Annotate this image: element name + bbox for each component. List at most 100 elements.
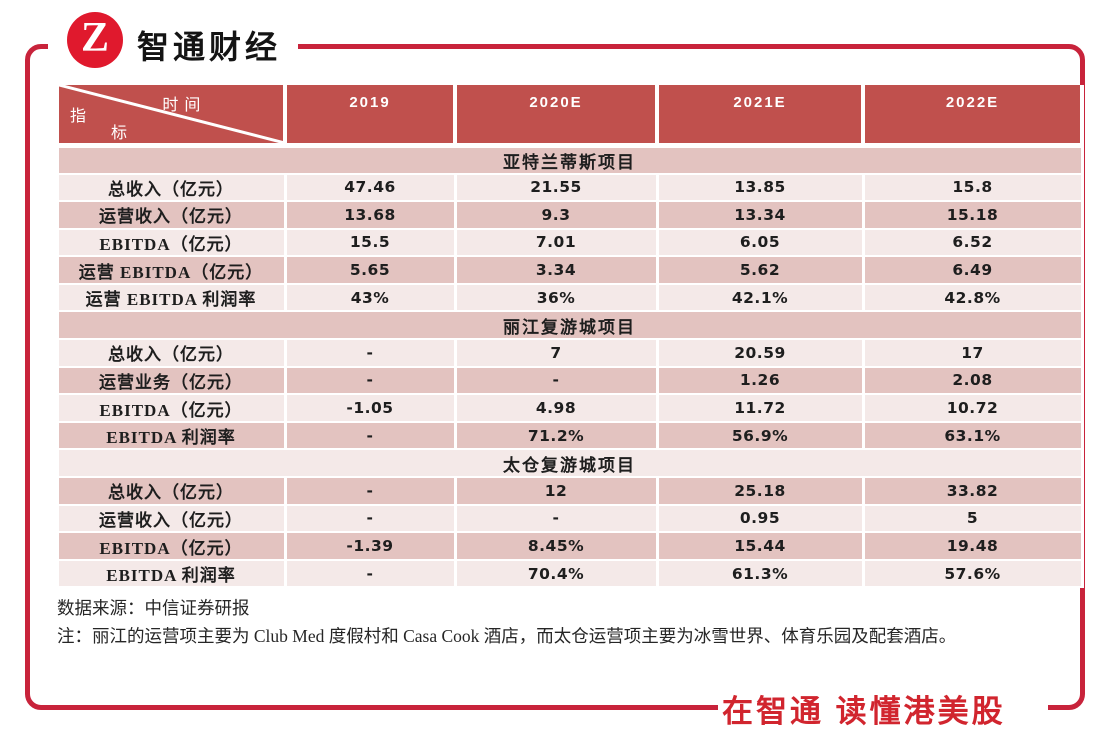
value-cell: - [283,365,457,396]
section-title-row: 丽江复游城项目 [55,310,1084,341]
brand-wordmark: 智通财经 [137,29,282,65]
value-cell: 7 [453,338,659,368]
table-row: EBITDA（亿元） -1.39 8.45% 15.44 19.48 [55,531,1084,561]
value-cell: 3.34 [453,255,659,285]
value-cell: - [283,558,457,589]
financial-table-wrap: 时间 指 标 2019 2020E 2021E 2022E 亚特兰蒂斯项目 总收入… [55,85,1084,589]
table-row: 总收入（亿元） -7 20.59 17 [55,338,1084,368]
value-cell: 1.26 [655,365,865,396]
section-title: 太仓复游城项目 [55,448,1084,479]
value-cell: 25.18 [655,476,865,506]
value-cell: 21.55 [453,172,659,203]
value-cell: 5 [861,503,1084,534]
value-cell: 0.95 [655,503,865,534]
indicator-label: 运营 EBITDA（亿元） [55,255,287,285]
value-cell: - [453,503,659,534]
indicator-label: 总收入（亿元） [55,476,287,506]
brand-tagline: 在智通 读懂港美股 [722,694,1006,729]
value-cell: 71.2% [453,420,659,451]
zhitong-logo-icon: Z [67,12,123,68]
indicator-label: EBITDA（亿元） [55,393,287,423]
financial-table: 时间 指 标 2019 2020E 2021E 2022E 亚特兰蒂斯项目 总收入… [55,85,1084,589]
corner-header-cell: 时间 指 标 [55,85,287,148]
value-cell: 61.3% [655,558,865,589]
value-cell: 70.4% [453,558,659,589]
column-header-2019: 2019 [283,85,457,148]
value-cell: 19.48 [861,531,1084,561]
value-cell: 43% [283,282,457,313]
indicator-label: EBITDA 利润率 [55,420,287,451]
value-cell: 15.8 [861,172,1084,203]
value-cell: 6.49 [861,255,1084,285]
logo-z-glyph: Z [80,15,109,61]
value-cell: 47.46 [283,172,457,203]
value-cell: 12 [453,476,659,506]
financial-table-body: 亚特兰蒂斯项目 总收入（亿元） 47.46 21.55 13.85 15.8 运营收入（亿元… [55,144,1084,589]
value-cell: 15.44 [655,531,865,561]
section-title: 丽江复游城项目 [55,310,1084,341]
section-title-row: 太仓复游城项目 [55,448,1084,479]
table-row: 运营收入（亿元） - -0.95 5 [55,503,1084,534]
corner-label-time: 时间 [162,97,207,114]
value-cell: 36% [453,282,659,313]
section-title-row: 亚特兰蒂斯项目 [55,144,1084,175]
value-cell: 6.52 [861,227,1084,258]
table-row: EBITDA 利润率 -70.4% 61.3% 57.6% [55,558,1084,589]
value-cell: 15.5 [283,227,457,258]
table-row: 运营 EBITDA 利润率 43% 36% 42.1% 42.8% [55,282,1084,313]
value-cell: 5.62 [655,255,865,285]
value-cell: 17 [861,338,1084,368]
indicator-label: 运营收入（亿元） [55,503,287,534]
value-cell: 11.72 [655,393,865,423]
value-cell: 56.9% [655,420,865,451]
value-cell: - [283,338,457,368]
value-cell: 5.65 [283,255,457,285]
value-cell: 4.98 [453,393,659,423]
value-cell: 2.08 [861,365,1084,396]
column-header-2021e: 2021E [655,85,865,148]
indicator-label: 运营收入（亿元） [55,200,287,230]
table-row: EBITDA 利润率 -71.2% 56.9% 63.1% [55,420,1084,451]
data-source-line: 数据来源：中信证券研报 [57,598,250,618]
indicator-label: 总收入（亿元） [55,172,287,203]
column-header-2022e: 2022E [861,85,1084,148]
value-cell: 33.82 [861,476,1084,506]
indicator-label: EBITDA（亿元） [55,531,287,561]
value-cell: 8.45% [453,531,659,561]
value-cell: 42.8% [861,282,1084,313]
indicator-label: EBITDA（亿元） [55,227,287,258]
table-row: 总收入（亿元） -12 25.18 33.82 [55,476,1084,506]
frame-bottom-gap [718,696,1048,718]
value-cell: - [283,420,457,451]
indicator-label: 运营 EBITDA 利润率 [55,282,287,313]
table-header-row: 时间 指 标 2019 2020E 2021E 2022E [55,85,1084,148]
column-header-2020e: 2020E [453,85,659,148]
value-cell: - [283,503,457,534]
indicator-label: 运营业务（亿元） [55,365,287,396]
corner-label-indicator-1: 指 [70,108,90,125]
table-row: EBITDA（亿元） -1.05 4.98 11.72 10.72 [55,393,1084,423]
value-cell: 6.05 [655,227,865,258]
value-cell: 42.1% [655,282,865,313]
table-row: 运营业务（亿元） - -1.26 2.08 [55,365,1084,396]
value-cell: 9.3 [453,200,659,230]
brand-frame [25,44,1085,710]
value-cell: - [283,476,457,506]
value-cell: 15.18 [861,200,1084,230]
section-title: 亚特兰蒂斯项目 [55,144,1084,175]
value-cell: 13.68 [283,200,457,230]
indicator-label: 总收入（亿元） [55,338,287,368]
diagonal-divider [59,85,283,143]
value-cell: 10.72 [861,393,1084,423]
corner-label-indicator-2: 标 [111,125,131,142]
table-row: 总收入（亿元） 47.46 21.55 13.85 15.8 [55,172,1084,203]
value-cell: 20.59 [655,338,865,368]
value-cell: -1.05 [283,393,457,423]
indicator-label: EBITDA 利润率 [55,558,287,589]
table-row: EBITDA（亿元） 15.5 7.01 6.05 6.52 [55,227,1084,258]
value-cell: -1.39 [283,531,457,561]
note-line: 注：丽江的运营项主要为 Club Med 度假村和 Casa Cook 酒店，而… [57,626,957,646]
footer-notes: 数据来源：中信证券研报 注：丽江的运营项主要为 Club Med 度假村和 Ca… [57,594,1062,650]
value-cell: 63.1% [861,420,1084,451]
